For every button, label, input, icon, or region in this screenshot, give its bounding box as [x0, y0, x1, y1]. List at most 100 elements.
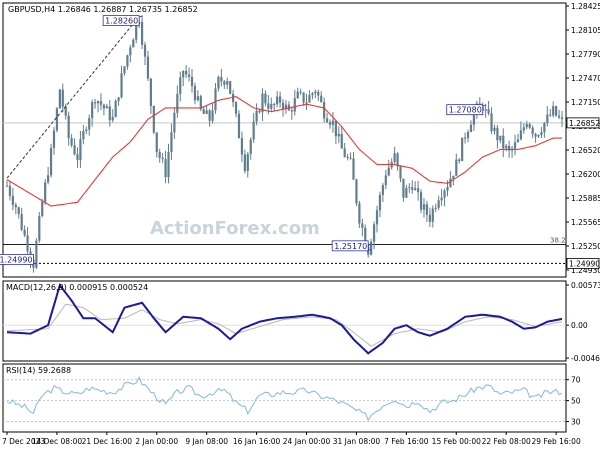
candle	[217, 75, 220, 92]
macd-signal-line	[6, 303, 563, 347]
candle-body	[52, 130, 56, 148]
candle	[164, 150, 167, 184]
candle-body	[234, 102, 238, 114]
candle	[370, 238, 373, 256]
candle-body	[537, 134, 540, 137]
candle-body	[91, 102, 94, 119]
candle	[340, 125, 343, 149]
candle-body	[484, 109, 487, 111]
candle	[102, 103, 106, 116]
candle	[91, 99, 94, 127]
candle-body	[449, 178, 452, 187]
time-tick-label: 31 Jan 08:00	[333, 437, 381, 446]
candle-body	[308, 95, 311, 103]
time-tick-label: 24 Jan 00:00	[283, 437, 331, 446]
rsi-tick-label: 70	[571, 376, 581, 385]
candle	[140, 15, 144, 49]
candle-body	[47, 175, 50, 183]
candle	[237, 110, 241, 139]
candle-body	[446, 186, 449, 191]
annotation-box	[446, 104, 484, 116]
candle-body	[14, 204, 17, 208]
candle-body	[82, 130, 85, 140]
candle-body	[270, 103, 273, 109]
candle	[232, 89, 235, 108]
candle	[543, 122, 546, 138]
candle	[455, 153, 458, 176]
candle-body	[64, 106, 67, 116]
candle	[264, 90, 267, 107]
candle	[299, 88, 302, 95]
candle	[52, 126, 56, 155]
candle	[252, 112, 255, 143]
candle	[320, 91, 323, 103]
candle	[99, 93, 103, 111]
candle	[158, 148, 161, 163]
time-tick-label: 7 Feb 16:00	[384, 437, 429, 446]
candle-body	[202, 109, 205, 114]
candle	[487, 101, 490, 116]
price-tick-label: 1.27790	[571, 50, 600, 59]
candle	[417, 180, 420, 201]
candle-body	[472, 110, 476, 125]
time-tick-label: 14 Dec 08:00	[32, 437, 83, 446]
candle	[11, 187, 14, 211]
annotation-box	[102, 15, 140, 26]
candle	[161, 153, 164, 163]
candle-body	[399, 166, 402, 179]
price-tick-label: 1.25250	[571, 242, 600, 251]
candle	[384, 169, 387, 190]
candle-body	[220, 77, 223, 82]
candle-body	[378, 194, 382, 211]
candle	[328, 119, 332, 129]
candle	[311, 91, 314, 100]
candle	[185, 65, 188, 79]
candle-body	[290, 110, 293, 112]
candle	[120, 65, 123, 99]
candle-body	[469, 124, 473, 132]
candle-body	[249, 139, 252, 155]
candle-body	[61, 89, 64, 107]
candle	[361, 218, 364, 237]
price-tick-label: 1.25565	[571, 218, 600, 227]
price-tick-label: 1.27150	[571, 98, 600, 107]
candle-body	[161, 157, 164, 160]
symbol-header: GBPUSD,H4 1.26846 1.26887 1.26735 1.2685…	[8, 5, 198, 14]
candle-body	[381, 185, 384, 195]
candle	[223, 79, 226, 90]
candle-body	[217, 77, 220, 89]
price-annotation: 1.25170	[331, 240, 372, 252]
candle	[293, 89, 296, 116]
candle	[337, 126, 340, 144]
candle	[334, 120, 337, 144]
candle	[466, 129, 470, 143]
candle	[414, 181, 417, 191]
candle	[375, 205, 379, 233]
candle	[49, 143, 53, 178]
candle-body	[229, 81, 232, 94]
candle-body	[293, 98, 296, 112]
candle	[214, 83, 217, 114]
candle-body	[516, 139, 520, 143]
rsi-tick-label: 50	[571, 397, 581, 406]
candle-body	[557, 115, 561, 118]
candle-body	[152, 106, 155, 133]
price-tick-label: 1.25885	[571, 194, 600, 203]
candle-body	[170, 132, 173, 152]
candle	[325, 112, 329, 124]
candle-body	[428, 214, 431, 222]
rsi-tick-label: 30	[571, 418, 581, 427]
candle-body	[264, 93, 267, 104]
candle	[422, 198, 426, 218]
candle-body	[364, 227, 367, 245]
candle-body	[343, 148, 346, 158]
candle-body	[132, 39, 135, 48]
candle	[20, 207, 23, 232]
candle	[387, 159, 390, 177]
candle-body	[23, 229, 26, 236]
macd-line	[6, 283, 563, 355]
candle	[187, 67, 191, 82]
candle	[452, 175, 455, 186]
current-price-label: 1.26852	[569, 119, 600, 128]
candle	[296, 87, 299, 99]
